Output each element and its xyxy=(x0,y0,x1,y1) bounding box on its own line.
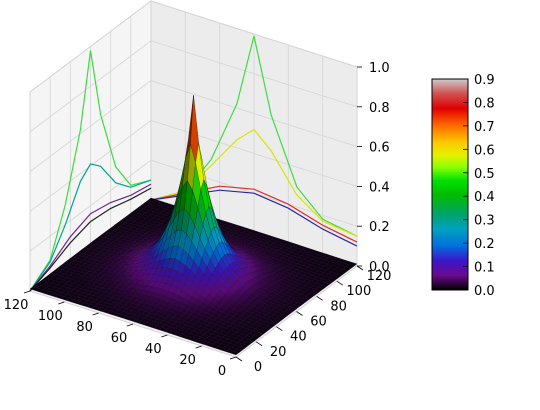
y-tick-mark xyxy=(336,280,344,286)
y-tick-mark xyxy=(296,311,303,316)
colorbar-tick-label: 0.9 xyxy=(474,73,495,88)
projection-curve-left xyxy=(29,163,152,292)
x-tick-mark xyxy=(92,312,99,316)
x-tick-label: 40 xyxy=(145,342,162,357)
x-tick-label: 100 xyxy=(38,309,63,324)
y-tick-label: 120 xyxy=(367,269,392,284)
grid-line-z xyxy=(29,40,358,133)
colorbar-tick-label: 0.2 xyxy=(474,237,495,252)
y-tick-label: 0 xyxy=(254,360,262,375)
x-tick-label: 120 xyxy=(4,298,29,313)
z-tick-label: 0.8 xyxy=(369,101,390,116)
colorbar-tick-label: 0.1 xyxy=(474,261,495,276)
y-tick-mark xyxy=(316,296,323,301)
colorbar-rect xyxy=(431,78,469,291)
projection-curve-left xyxy=(29,187,152,292)
colorbar-tick-label: 0.5 xyxy=(474,167,495,182)
z-tick-label: 0.6 xyxy=(369,141,390,156)
x-tick-mark xyxy=(161,334,168,338)
colorbar-tick-label: 0.7 xyxy=(474,120,495,135)
surface-facet xyxy=(230,350,240,356)
colorbar-tick-label: 0.4 xyxy=(474,190,495,205)
x-tick-mark xyxy=(23,290,31,294)
x-tick-label: 0 xyxy=(218,364,226,379)
x-tick-mark xyxy=(126,323,134,327)
z-tick-label: 0.2 xyxy=(369,220,390,235)
y-tick-label: 20 xyxy=(270,345,287,360)
y-tick-label: 80 xyxy=(330,299,347,314)
grid-line-z xyxy=(29,80,358,172)
projection-curve-left xyxy=(29,183,152,292)
y-tick-mark xyxy=(255,341,263,347)
y-tick-label: 40 xyxy=(290,330,307,345)
colorbar-tick-label: 0.6 xyxy=(474,143,495,158)
x-tick-label: 20 xyxy=(179,353,196,368)
y-tick-mark xyxy=(356,265,364,271)
y-tick-mark xyxy=(276,326,283,331)
projection-curve-left xyxy=(29,50,152,292)
axis-ticks: 0204060801001200204060801001200.00.20.40… xyxy=(4,61,392,379)
x-tick-label: 80 xyxy=(76,320,93,335)
z-tick-label: 0.4 xyxy=(369,180,390,195)
colorbar-tick-label: 0.8 xyxy=(474,96,495,111)
colorbar-tick-label: 0.0 xyxy=(474,284,495,299)
x-tick-label: 60 xyxy=(111,331,128,346)
colorbar: 0.0 0.1 0.2 0.3 0.4 0.5 0.6 0.7 0.8 0.9 xyxy=(431,73,495,299)
x-tick-mark xyxy=(229,356,237,360)
colorbar-ticks: 0.0 0.1 0.2 0.3 0.4 0.5 0.6 0.7 0.8 0.9 xyxy=(463,73,495,299)
z-tick-label: 0.0 xyxy=(369,260,390,275)
y-tick-label: 60 xyxy=(310,315,327,330)
x-tick-mark xyxy=(58,301,65,305)
y-tick-mark xyxy=(235,356,243,362)
surface xyxy=(29,95,358,356)
z-tick-label: 1.0 xyxy=(369,61,390,76)
grid-line-z xyxy=(29,0,358,93)
x-tick-mark xyxy=(195,345,202,349)
colorbar-tick-label: 0.3 xyxy=(474,214,495,229)
y-tick-label: 100 xyxy=(346,284,371,299)
